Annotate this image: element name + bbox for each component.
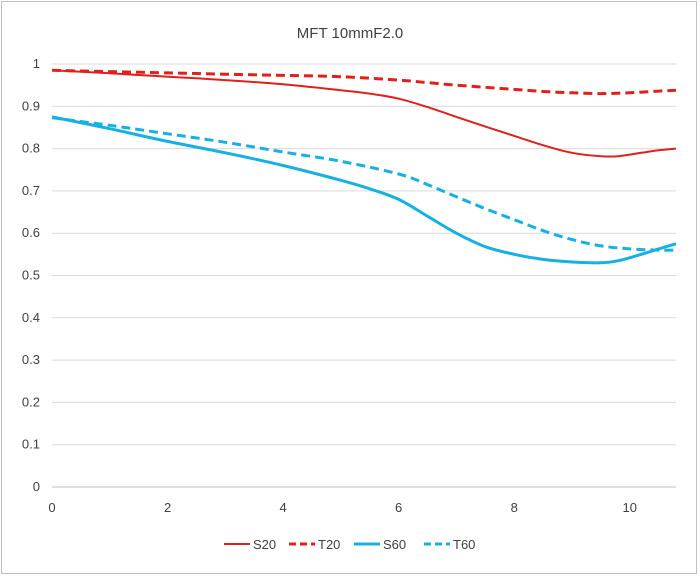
x-axis-ticks: 0 2 4 6 8 10 [48,500,637,515]
series-line-t60 [51,116,677,252]
legend-label-t20: T20 [318,537,340,552]
y-tick-label: 0.7 [22,183,40,198]
series-line-t20 [51,68,677,96]
y-tick-label: 0.8 [22,141,40,156]
series-lines [51,68,677,265]
y-tick-label: 0.9 [22,98,40,113]
y-tick-label: 0.1 [22,437,40,452]
x-tick-label: 0 [48,500,55,515]
legend-label-s20: S20 [253,537,276,552]
y-axis-ticks: 0 0.1 0.2 0.3 0.4 0.5 0.6 0.7 0.8 0.9 1 [22,56,40,494]
chart-title: MFT 10mmF2.0 [297,25,403,42]
legend-label-t60: T60 [453,537,475,552]
x-tick-label: 8 [511,500,518,515]
x-tick-label: 2 [164,500,171,515]
x-tick-label: 10 [623,500,637,515]
x-tick-label: 6 [395,500,402,515]
y-tick-label: 0.3 [22,352,40,367]
y-tick-label: 0.4 [22,310,40,325]
y-tick-label: 0.6 [22,225,40,240]
legend-label-s60: S60 [383,537,406,552]
legend: S20 T20 S60 T60 [224,537,475,552]
y-tick-label: 0.5 [22,268,40,283]
series-line-s60 [51,115,677,265]
y-tick-label: 0.2 [22,394,40,409]
gridlines [52,63,676,488]
x-tick-label: 4 [279,500,286,515]
y-tick-label: 1 [33,56,40,71]
y-tick-label: 0 [33,479,40,494]
series-line-s20 [51,69,677,158]
